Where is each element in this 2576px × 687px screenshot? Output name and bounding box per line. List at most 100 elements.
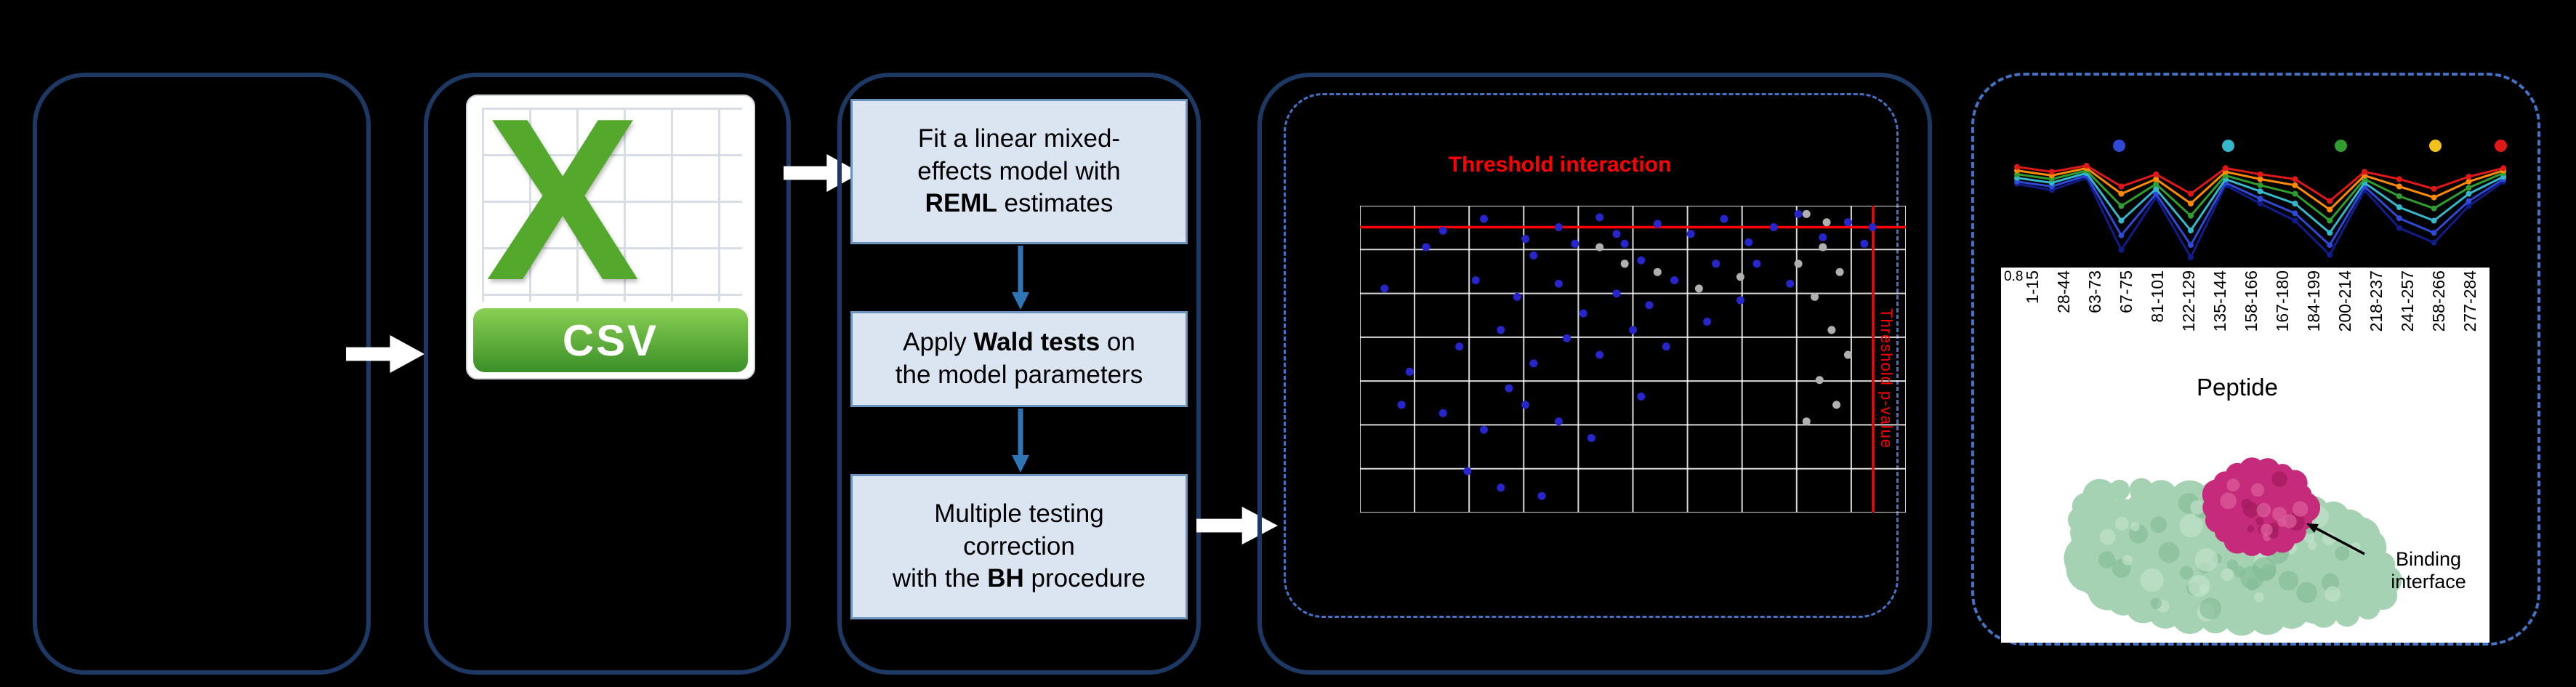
legend-dot-icon [2495, 140, 2507, 152]
scatter-point-significant [1513, 292, 1521, 301]
scatter-point-significant [1571, 239, 1579, 248]
scatter-point-significant [1529, 251, 1538, 260]
uptake-series-marker [2188, 212, 2194, 219]
scatter-point-significant [1505, 384, 1513, 393]
scatter-point-significant [1463, 467, 1472, 475]
scatter-point-significant [1422, 243, 1430, 252]
scatter-point-significant [1703, 318, 1712, 326]
uptake-series-marker [2466, 203, 2472, 209]
peptide-tick-label: 81-101 [2148, 270, 2167, 323]
peptide-tick-label: 63-73 [2085, 270, 2104, 313]
scatter-point-significant [1563, 334, 1571, 342]
scatter-point-significant [1380, 284, 1389, 293]
uptake-series-marker [2396, 183, 2402, 190]
scatter-point-significant [1860, 239, 1869, 248]
scatter-point-significant [1843, 218, 1852, 227]
scatter-point-significant [1620, 239, 1629, 248]
uptake-series-marker [2292, 217, 2298, 224]
uptake-series-marker [2257, 196, 2263, 202]
scatter-point-significant [1397, 401, 1406, 409]
threshold-pvalue-label: Threshold p-value [1877, 308, 1896, 449]
uptake-series-marker [2292, 190, 2298, 197]
csv-file-icon: X CSV [466, 84, 755, 379]
peptide-tick-label: 28-44 [2054, 270, 2073, 313]
uptake-series-marker [2396, 215, 2402, 222]
uptake-series-marker [2257, 176, 2263, 182]
uptake-series-marker [2153, 171, 2160, 177]
uptake-series-marker [2292, 182, 2298, 188]
uptake-series-marker [2327, 206, 2333, 213]
peptide-tick-label: 135-144 [2210, 270, 2229, 332]
scatter-point-significant [1438, 226, 1447, 235]
legend-dot-icon [2429, 140, 2442, 152]
scatter-point-significant [1629, 326, 1637, 334]
step-box-bh-correction: Multiple testing correction with the BH … [850, 474, 1188, 619]
step-box-wald-tests: Apply Wald tests on the model parameters [850, 311, 1188, 407]
uptake-series-marker [2118, 217, 2125, 224]
scatter-point-significant [1819, 233, 1827, 241]
excel-x-letter: X [485, 71, 640, 329]
scatter-point-significant [1752, 260, 1761, 268]
uptake-series-marker [2188, 228, 2194, 233]
uptake-series-marker [2118, 190, 2125, 197]
binding-interface-arrowhead [2306, 523, 2319, 533]
scatter-point-significant [1587, 434, 1595, 442]
scatter-point-significant [1455, 342, 1464, 351]
peptide-tick-label: 158-166 [2242, 270, 2261, 332]
scatter-point-significant [1554, 223, 1563, 231]
uptake-series-marker [2431, 205, 2437, 212]
uptake-series-marker [2431, 230, 2437, 236]
step-text-bh: Multiple testing correction with the BH … [892, 499, 1146, 593]
uptake-series-marker [2466, 198, 2472, 204]
scatter-point-significant [1662, 342, 1670, 351]
scatter-point-significant [1521, 401, 1530, 409]
down-arrow-icon-1 [1012, 246, 1029, 310]
uptake-series-marker [2431, 239, 2437, 246]
csv-label: CSV [562, 316, 659, 365]
step-text-reml: Fit a linear mixed- effects model with R… [917, 124, 1121, 218]
scatter-point-significant [1595, 213, 1604, 222]
peptide-tick-label: 1-15 [2023, 270, 2042, 305]
scatter-point-significant [1637, 256, 1646, 265]
peptide-tick-label: 241-257 [2398, 270, 2417, 332]
scatter-point-other [1653, 268, 1662, 276]
uptake-series-marker [2396, 193, 2402, 199]
peptide-tick-label: 277-284 [2460, 270, 2479, 332]
peptide-tick-label: 122-129 [2179, 270, 2198, 332]
uptake-series-marker [2466, 190, 2472, 197]
scatter-point-significant [1769, 223, 1778, 231]
uptake-series-marker [2257, 171, 2263, 177]
spreadsheet-grid [481, 107, 743, 302]
uptake-series-marker [2396, 204, 2402, 210]
scatter-point-other [1815, 376, 1824, 385]
uptake-series-marker [2327, 217, 2333, 224]
peptide-tick-label: 218-237 [2367, 270, 2386, 332]
scatter-point-significant [1645, 301, 1654, 310]
scatter-point-significant [1521, 235, 1530, 244]
uptake-series-marker [2153, 181, 2160, 188]
scatter-point-significant [1712, 260, 1720, 268]
uptake-series-marker [2118, 232, 2125, 238]
peptide-tick-label: 184-199 [2304, 270, 2323, 332]
legend-dot-icon [2335, 140, 2347, 152]
scatter-point-other [1822, 218, 1831, 227]
uptake-series-marker [2257, 201, 2263, 206]
peptide-tick-label: 200-214 [2335, 270, 2354, 332]
scatter-point-other [1595, 243, 1604, 252]
uptake-series-marker [2118, 246, 2125, 253]
scatter-point-significant [1405, 367, 1414, 376]
scatter-point-significant [1537, 491, 1546, 500]
scatter-point-significant [1529, 359, 1538, 368]
uptake-series-marker [2257, 182, 2263, 188]
scatter-point-other [1827, 326, 1836, 334]
uptake-series-marker [2500, 165, 2507, 172]
scatter-point-significant [1438, 409, 1447, 417]
scatter-point-significant [1786, 279, 1795, 288]
scatter-point-other [1811, 292, 1819, 301]
uptake-series-marker [2118, 183, 2125, 190]
protein-structure [2064, 457, 2402, 636]
scatter-point-other [1802, 417, 1811, 426]
uptake-series-marker [2431, 185, 2437, 192]
uptake-series-marker [2327, 252, 2333, 258]
scatter-point-significant [1497, 326, 1505, 334]
